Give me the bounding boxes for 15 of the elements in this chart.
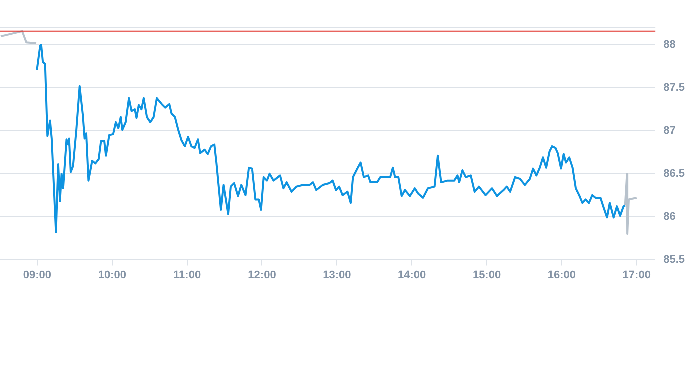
x-tick-label: 10:00 [98,269,126,282]
y-tick-label: 88 [664,39,676,52]
y-tick-label: 87 [664,125,676,138]
x-tick-label: 09:00 [23,269,52,282]
x-tick-label: 14:00 [398,269,426,282]
y-tick-label: 87.5 [664,82,686,94]
x-tick-label: 16:00 [548,269,576,282]
y-tick-label: 86 [664,210,676,223]
y-tick-label: 85.5 [664,254,686,266]
x-tick-label: 13:00 [323,269,352,282]
y-tick-label: 86.5 [664,168,686,180]
x-tick-label: 11:00 [174,269,202,282]
x-tick-label: 12:00 [248,269,276,282]
x-tick-label: 15:00 [472,269,502,282]
x-tick-label: 17:00 [622,269,651,282]
